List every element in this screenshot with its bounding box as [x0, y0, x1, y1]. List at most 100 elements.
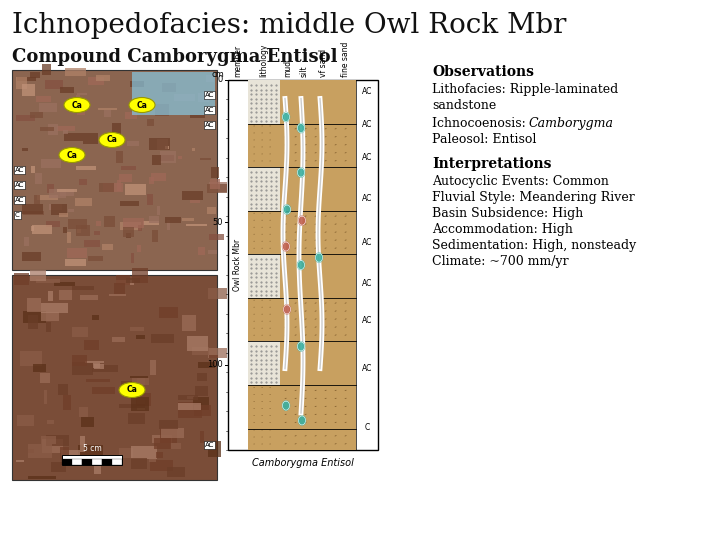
Bar: [228, 80, 378, 450]
Bar: [165, 217, 181, 223]
Polygon shape: [299, 216, 305, 225]
Bar: [42, 438, 63, 453]
Bar: [127, 413, 145, 424]
Bar: [99, 184, 114, 192]
Bar: [138, 225, 143, 231]
Bar: [207, 185, 227, 193]
Bar: [161, 428, 184, 438]
Polygon shape: [282, 112, 289, 122]
Bar: [65, 68, 86, 76]
Bar: [45, 435, 69, 447]
Bar: [137, 335, 145, 339]
Bar: [28, 443, 53, 458]
Text: AC: AC: [362, 279, 372, 288]
Bar: [44, 390, 48, 404]
Bar: [17, 77, 36, 81]
Bar: [85, 457, 111, 461]
Bar: [148, 216, 159, 223]
Bar: [92, 459, 102, 465]
Bar: [75, 198, 91, 206]
Text: Ca: Ca: [127, 386, 138, 395]
Bar: [71, 327, 88, 337]
Bar: [34, 364, 46, 372]
Text: Climate: ~700 mm/yr: Climate: ~700 mm/yr: [432, 255, 569, 268]
Bar: [96, 75, 109, 82]
Bar: [194, 404, 212, 416]
Bar: [156, 452, 163, 458]
Bar: [165, 146, 169, 149]
Bar: [85, 361, 104, 363]
Text: 50: 50: [212, 218, 223, 227]
Bar: [193, 397, 209, 410]
Bar: [76, 95, 80, 105]
Bar: [121, 166, 136, 170]
Bar: [60, 447, 69, 459]
Bar: [17, 415, 34, 426]
Bar: [104, 216, 114, 227]
Bar: [189, 115, 204, 118]
Bar: [132, 268, 148, 283]
Bar: [112, 459, 122, 465]
Bar: [92, 315, 99, 320]
Bar: [150, 360, 156, 375]
Bar: [166, 220, 170, 231]
Bar: [37, 195, 58, 200]
Text: Basin Subsidence: High: Basin Subsidence: High: [432, 207, 583, 220]
Bar: [42, 64, 50, 76]
Text: Ichnocoenosis:: Ichnocoenosis:: [432, 117, 530, 130]
Bar: [117, 151, 123, 163]
Bar: [23, 211, 43, 215]
Bar: [80, 294, 99, 300]
Text: Autocyclic Events: Common: Autocyclic Events: Common: [432, 175, 609, 188]
Text: AC: AC: [15, 197, 24, 203]
Bar: [137, 377, 148, 384]
Bar: [152, 231, 158, 242]
Bar: [58, 213, 68, 218]
Bar: [120, 201, 139, 206]
Text: vf sand: vf sand: [320, 49, 328, 77]
Bar: [120, 404, 145, 408]
Bar: [45, 80, 63, 89]
Bar: [125, 278, 140, 283]
Text: lithology: lithology: [259, 44, 269, 77]
Bar: [126, 233, 131, 238]
Bar: [280, 167, 356, 211]
Bar: [248, 80, 280, 124]
Bar: [76, 166, 96, 170]
Bar: [104, 110, 111, 117]
Bar: [130, 376, 148, 379]
Text: Ichnopedofacies: middle Owl Rock Mbr: Ichnopedofacies: middle Owl Rock Mbr: [12, 12, 567, 39]
Bar: [280, 254, 356, 298]
Bar: [24, 238, 30, 246]
Bar: [198, 247, 205, 255]
Bar: [48, 124, 58, 135]
Text: AC: AC: [15, 182, 24, 188]
Polygon shape: [282, 401, 289, 410]
Bar: [30, 271, 45, 281]
Bar: [170, 443, 181, 449]
Text: AC: AC: [204, 442, 214, 448]
Bar: [32, 225, 53, 233]
Bar: [77, 225, 81, 233]
Polygon shape: [297, 124, 305, 133]
Bar: [248, 298, 280, 341]
Bar: [148, 119, 154, 126]
Bar: [248, 341, 280, 385]
Bar: [182, 218, 194, 221]
Text: mud: mud: [284, 60, 292, 77]
Text: AC: AC: [362, 153, 372, 162]
Bar: [48, 188, 66, 198]
Text: AC: AC: [362, 316, 372, 325]
Text: sandstone: sandstone: [432, 99, 496, 112]
Ellipse shape: [119, 382, 145, 397]
Bar: [96, 220, 102, 226]
Bar: [62, 455, 122, 465]
Text: Sedimentation: High, nonsteady: Sedimentation: High, nonsteady: [432, 239, 636, 252]
Bar: [119, 174, 132, 182]
Polygon shape: [284, 305, 290, 314]
Bar: [54, 281, 75, 286]
Bar: [130, 327, 143, 330]
Bar: [112, 123, 122, 134]
Text: member: member: [233, 45, 243, 77]
Bar: [127, 141, 139, 146]
